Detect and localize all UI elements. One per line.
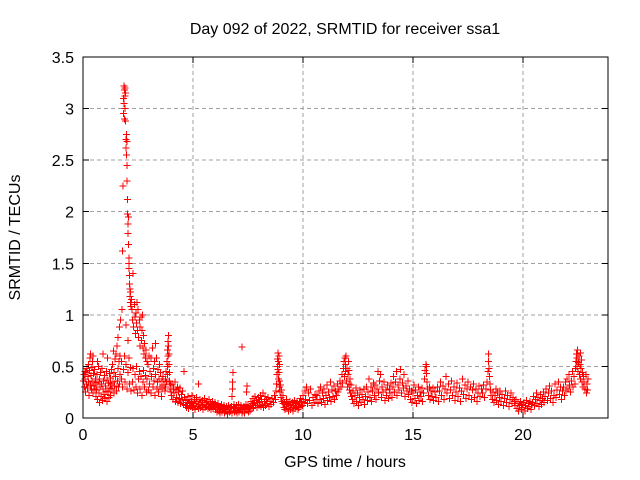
x-axis-label: GPS time / hours: [284, 454, 406, 471]
x-tick-label: 5: [189, 427, 198, 444]
plot-border: [82, 56, 609, 419]
y-tick-label: 3: [65, 102, 74, 119]
x-tick-labels: 0 5 10 15 20: [79, 427, 533, 444]
y-tick-label: 3.5: [52, 50, 74, 67]
x-tick-label: 15: [404, 427, 422, 444]
y-tick-label: 2: [65, 205, 74, 222]
x-tick-label: 10: [294, 427, 312, 444]
y-axis-label: SRMTID / TECUs: [7, 175, 24, 301]
y-tick-labels: 0 0.5 1 1.5 2 2.5 3 3.5: [52, 50, 74, 428]
y-tick-label: 1.5: [52, 256, 74, 273]
y-tick-label: 0.5: [52, 359, 74, 376]
y-tick-label: 2.5: [52, 153, 74, 170]
x-tick-label: 0: [79, 427, 88, 444]
y-tick-label: 1: [65, 308, 74, 325]
chart-title: Day 092 of 2022, SRMTID for receiver ssa…: [190, 21, 500, 38]
x-tick-label: 20: [514, 427, 532, 444]
y-tick-label: 0: [65, 411, 74, 428]
